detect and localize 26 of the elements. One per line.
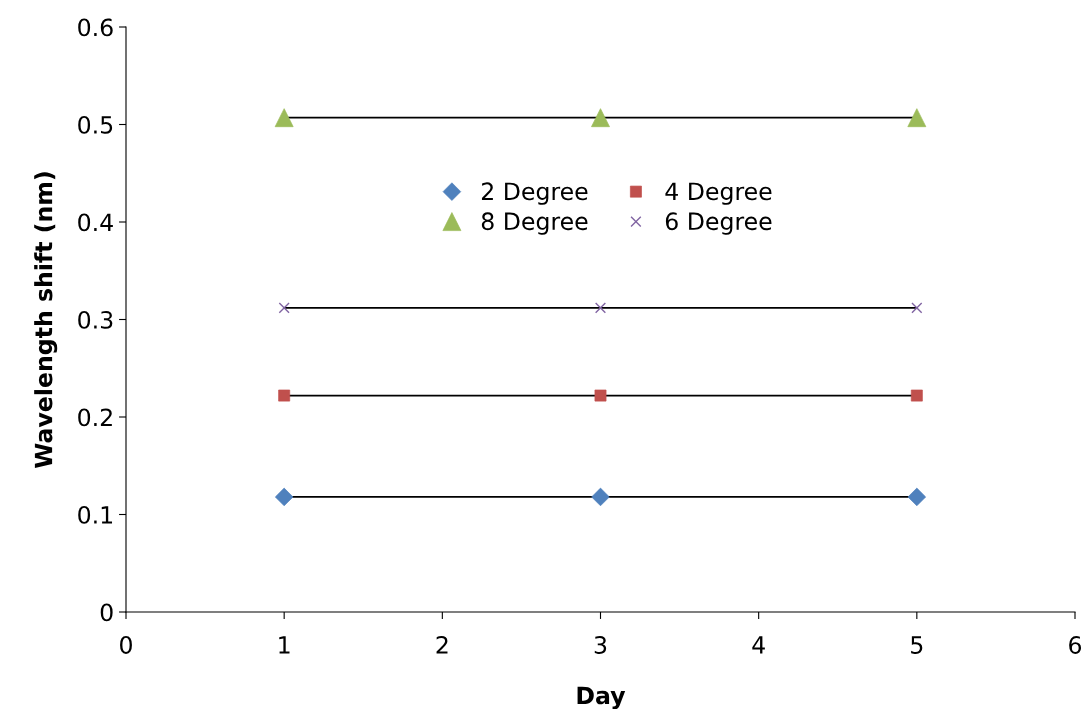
x-tick-label: 0 bbox=[120, 636, 132, 654]
x-tick-label: 2 bbox=[436, 636, 448, 654]
legend-label: 4 Degree bbox=[665, 182, 772, 205]
y-tick-label: 0.5 bbox=[78, 115, 113, 134]
y-tick-label: 0.3 bbox=[78, 310, 113, 329]
x-tick-label: 1 bbox=[279, 636, 290, 654]
y-tick-label: 0.2 bbox=[78, 408, 112, 427]
y-tick-label: 0.1 bbox=[78, 505, 113, 524]
y-tick-label: 0.6 bbox=[78, 18, 113, 37]
point bbox=[594, 302, 607, 314]
x-tick-label: 4 bbox=[752, 636, 765, 654]
x-axis-title: Day bbox=[577, 686, 626, 710]
legend-label: 6 Degree bbox=[665, 212, 772, 235]
point bbox=[911, 302, 923, 314]
legend-label: 8 Degree bbox=[481, 212, 588, 235]
y-tick-label: 0.4 bbox=[78, 213, 113, 232]
point bbox=[278, 302, 290, 314]
x-tick-label: 5 bbox=[911, 636, 923, 654]
legend-label: 2 Degree bbox=[481, 182, 588, 205]
point bbox=[591, 487, 610, 507]
y-tick-label: 0 bbox=[100, 603, 113, 622]
point bbox=[907, 108, 927, 128]
y-axis-title: Wavelength shift (nm) bbox=[34, 172, 58, 468]
point bbox=[274, 108, 294, 128]
x-tick-label: 3 bbox=[594, 636, 607, 654]
x-tick-label: 6 bbox=[1069, 636, 1082, 654]
